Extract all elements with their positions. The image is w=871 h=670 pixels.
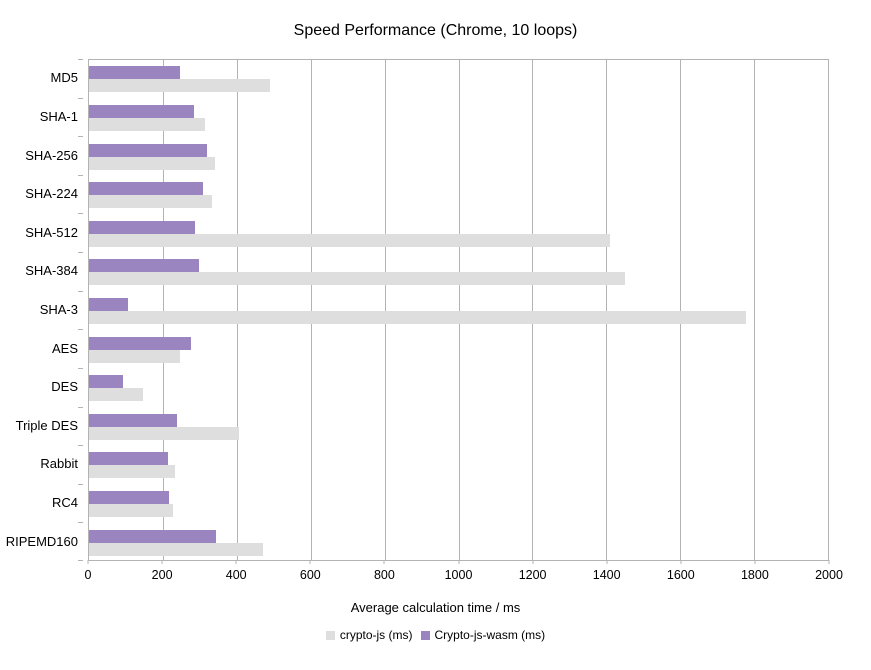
category-label: RIPEMD160 bbox=[5, 533, 78, 549]
y-tick bbox=[78, 213, 83, 215]
gridline bbox=[754, 60, 756, 560]
bar-crypto-js bbox=[89, 349, 181, 363]
bar-crypto-js bbox=[89, 156, 215, 170]
bar-crypto-js bbox=[89, 426, 240, 440]
x-tick bbox=[87, 560, 89, 564]
x-tick-label: 400 bbox=[225, 568, 247, 582]
legend-swatch-crypto-js-wasm bbox=[420, 630, 430, 640]
category-label: Triple DES bbox=[15, 417, 78, 433]
bar-crypto-js-wasm bbox=[89, 220, 196, 234]
bar-crypto-js-wasm bbox=[89, 298, 128, 311]
category-label: Rabbit bbox=[40, 456, 78, 472]
y-tick bbox=[78, 329, 83, 331]
bar-crypto-js-wasm bbox=[89, 375, 123, 389]
bar-crypto-js-wasm bbox=[89, 182, 203, 196]
legend: crypto-js (ms) Crypto-js-wasm (ms) bbox=[0, 628, 871, 642]
bar-crypto-js bbox=[89, 195, 213, 209]
x-tick bbox=[606, 560, 608, 564]
y-tick bbox=[78, 560, 83, 561]
bar-crypto-js-wasm bbox=[89, 491, 170, 505]
gridline bbox=[162, 60, 164, 560]
x-tick-label: 1600 bbox=[666, 568, 695, 582]
bar-crypto-js bbox=[89, 117, 206, 131]
bar-crypto-js-wasm bbox=[89, 529, 216, 543]
x-tick-label: 1200 bbox=[518, 568, 547, 582]
x-tick-label: 2000 bbox=[815, 568, 843, 582]
category-label: SHA-512 bbox=[25, 224, 78, 240]
x-tick bbox=[754, 560, 756, 564]
chart-title: Speed Performance (Chrome, 10 loops) bbox=[293, 22, 578, 39]
y-tick bbox=[78, 97, 83, 99]
legend-item-crypto-js-wasm: Crypto-js-wasm (ms) bbox=[420, 628, 546, 642]
x-tick-label: 1800 bbox=[740, 568, 769, 582]
gridline bbox=[458, 60, 460, 560]
gridline bbox=[236, 60, 238, 560]
bar-crypto-js-wasm bbox=[89, 452, 168, 466]
category-label: SHA-384 bbox=[25, 263, 78, 279]
x-tick-label: 1000 bbox=[444, 568, 473, 582]
x-tick bbox=[161, 560, 163, 564]
x-tick bbox=[680, 560, 682, 564]
y-tick bbox=[78, 290, 83, 292]
gridline bbox=[606, 60, 608, 560]
x-tick-label: 200 bbox=[151, 568, 173, 582]
y-axis-labels: MD5 SHA-1 SHA-256 SHA-224 SHA-512 SHA-384 SHA-… bbox=[0, 59, 83, 561]
bar-crypto-js bbox=[89, 388, 143, 402]
y-tick bbox=[78, 136, 83, 138]
bar-crypto-js bbox=[89, 233, 610, 247]
legend-item-crypto-js: crypto-js (ms) bbox=[325, 628, 413, 642]
bar-crypto-js bbox=[89, 272, 625, 286]
legend-swatch-crypto-js bbox=[325, 630, 335, 640]
bar-crypto-js-wasm bbox=[89, 104, 195, 118]
gridline bbox=[532, 60, 534, 560]
y-tick bbox=[78, 174, 83, 176]
bar-crypto-js-wasm bbox=[89, 413, 177, 427]
legend-label-crypto-js-wasm: Crypto-js-wasm (ms) bbox=[434, 628, 546, 642]
bar-crypto-js bbox=[89, 79, 271, 93]
y-tick bbox=[78, 483, 83, 485]
category-label: AES bbox=[51, 340, 78, 356]
category-label: RC4 bbox=[51, 495, 78, 511]
x-tick-label: 0 bbox=[84, 568, 92, 582]
bar-crypto-js-wasm bbox=[89, 66, 180, 80]
y-tick bbox=[78, 59, 83, 60]
y-tick bbox=[78, 367, 83, 369]
gridline bbox=[680, 60, 682, 560]
y-tick bbox=[78, 406, 83, 408]
plot-area bbox=[88, 59, 829, 561]
bar-crypto-js-wasm bbox=[89, 336, 191, 350]
category-label: MD5 bbox=[50, 70, 78, 86]
bar-crypto-js bbox=[89, 504, 173, 518]
bar-crypto-js-wasm bbox=[89, 143, 207, 157]
x-tick-label: 800 bbox=[373, 568, 395, 582]
y-tick bbox=[78, 252, 83, 254]
bar-crypto-js bbox=[89, 542, 263, 556]
x-tick bbox=[383, 560, 385, 564]
gridline bbox=[310, 60, 312, 560]
x-axis-tick-labels: 0 200 400 600 800 1000 1200 1400 1600 1800 2000 bbox=[84, 568, 843, 584]
x-tick-label: 1400 bbox=[592, 568, 621, 582]
x-axis-ticks bbox=[87, 560, 830, 564]
x-tick bbox=[532, 560, 534, 564]
category-label: SHA-224 bbox=[25, 186, 78, 202]
bar-crypto-js-wasm bbox=[89, 259, 199, 273]
gridline bbox=[384, 60, 386, 560]
x-axis-title: Average calculation time / ms bbox=[350, 600, 521, 615]
y-tick bbox=[78, 445, 83, 447]
category-label: SHA-3 bbox=[39, 302, 78, 317]
x-tick bbox=[458, 560, 459, 564]
bar-crypto-js bbox=[89, 465, 175, 479]
x-tick bbox=[309, 560, 311, 564]
category-label: DES bbox=[51, 379, 78, 395]
x-tick bbox=[828, 560, 830, 564]
x-tick-label: 600 bbox=[299, 568, 321, 582]
x-tick bbox=[235, 560, 237, 564]
category-label: SHA-256 bbox=[25, 147, 78, 163]
legend-label-crypto-js: crypto-js (ms) bbox=[339, 628, 413, 642]
bar-crypto-js bbox=[89, 311, 746, 324]
y-tick bbox=[78, 522, 83, 524]
category-label: SHA-1 bbox=[39, 108, 78, 124]
